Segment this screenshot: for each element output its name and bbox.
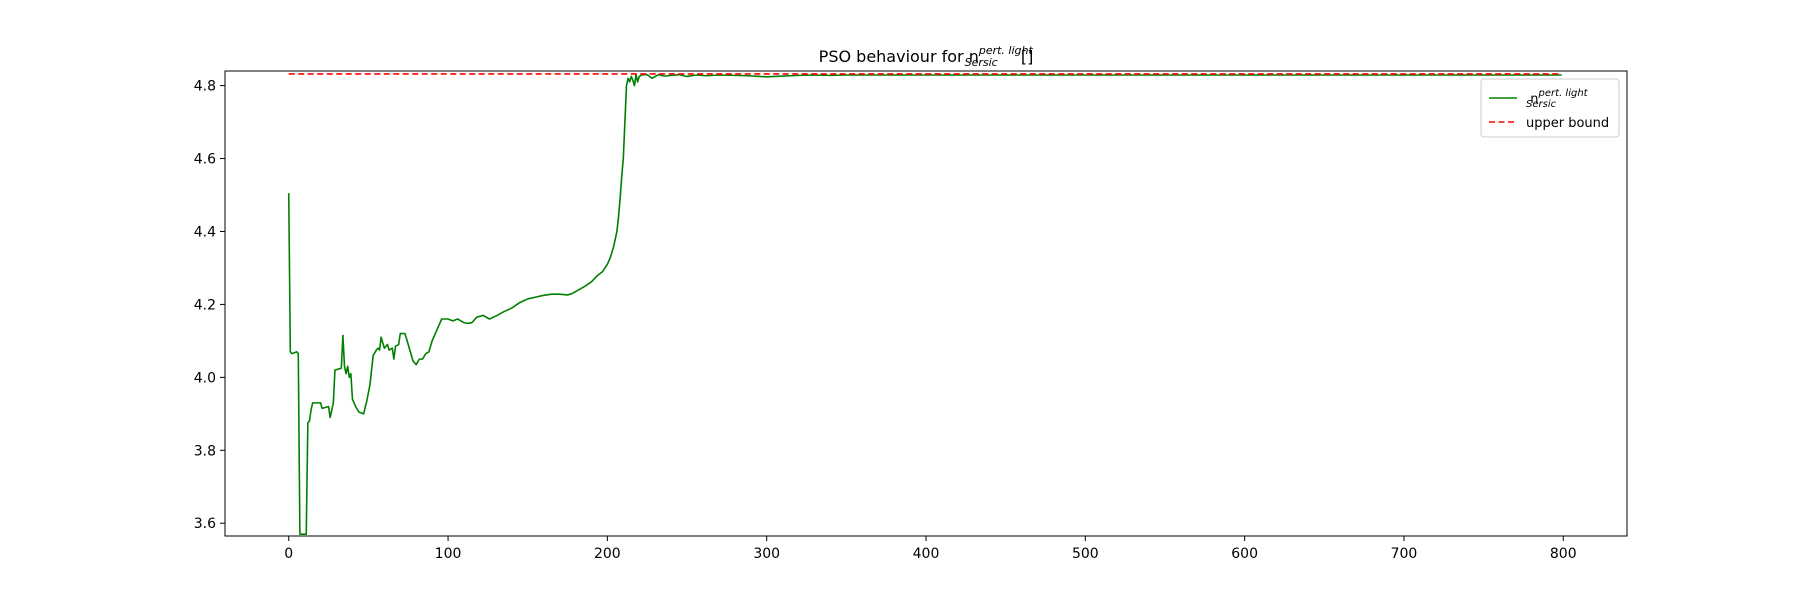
x-tick-label: 600 xyxy=(1231,546,1258,562)
series-line xyxy=(287,73,1562,535)
y-tick-label: 4.2 xyxy=(194,297,216,313)
x-tick-label: 800 xyxy=(1550,546,1577,562)
y-tick-label: 4.0 xyxy=(194,370,216,386)
x-tick-label: 300 xyxy=(753,546,780,562)
plot-frame xyxy=(224,70,1628,537)
x-tick-label: 100 xyxy=(435,546,462,562)
chart-title: PSO behaviour for npert. light Sersic [] xyxy=(819,44,1034,69)
y-tick-label: 4.6 xyxy=(194,152,216,168)
y-tick-label: 3.8 xyxy=(194,443,216,459)
y-tick-label: 4.4 xyxy=(194,224,216,240)
x-tick-label: 200 xyxy=(594,546,621,562)
y-tick-label: 4.8 xyxy=(194,79,216,95)
x-tick-label: 700 xyxy=(1391,546,1418,562)
x-tick-label: 0 xyxy=(284,546,293,562)
x-tick-label: 500 xyxy=(1072,546,1099,562)
legend-label: upper bound xyxy=(1526,116,1609,131)
legend-label: npert. light Sersic xyxy=(1526,88,1589,110)
x-tick-label: 400 xyxy=(913,546,940,562)
plot-area xyxy=(287,73,1562,535)
y-tick-label: 3.6 xyxy=(194,516,216,532)
legend: npert. light Sersic upper bound xyxy=(1480,78,1620,138)
axes: 0 100 200 300 400 500 600 700 800 3.6 3.8 4.0 4.2 4.4… xyxy=(194,70,1628,562)
legend-box xyxy=(1480,78,1620,138)
